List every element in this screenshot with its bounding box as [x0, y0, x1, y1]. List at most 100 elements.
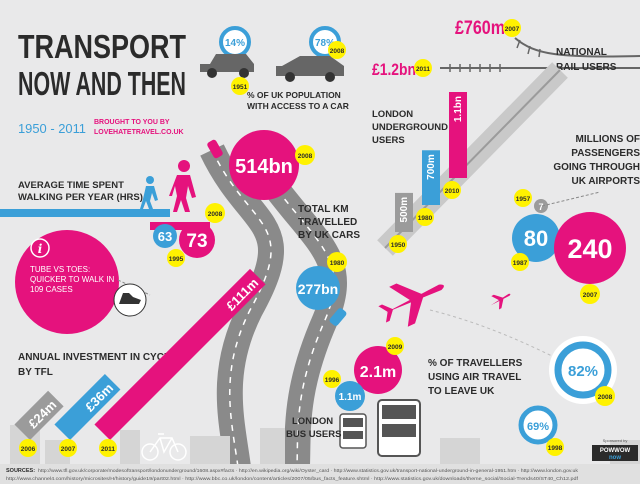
rail-label-line2: RAIL USERS	[556, 62, 617, 73]
airports-label-line3: GOING THROUGH	[553, 162, 640, 173]
airports-2007-circle	[554, 212, 626, 284]
new-car-icon	[276, 56, 344, 76]
walking-label-line2: WALKING PER YEAR (HRS)	[18, 192, 143, 203]
air-travel-1998-year: 1998	[548, 445, 563, 452]
car-access-label-line2: WITH ACCESS TO A CAR	[247, 101, 349, 111]
underground-year-1950: 1950	[391, 242, 406, 249]
cycling-bar-2011	[94, 268, 266, 440]
footer: SOURCES: http://www.tfl.gov.uk/corporate…	[0, 438, 640, 484]
tube-tip-circle	[15, 230, 119, 334]
air-travel-2008-value: 82%	[568, 363, 598, 380]
tube-tip-line2: QUICKER TO WALK IN	[30, 275, 115, 284]
car-km-1980-value: 277bn	[298, 281, 338, 297]
rail-section: £760m 2007 £1.2bn 2011 NATIONAL RAIL USE…	[372, 18, 640, 79]
rail-2007-year: 2007	[505, 26, 520, 33]
sources-label: SOURCES:	[6, 468, 35, 474]
air-route	[429, 309, 561, 361]
flight-path	[541, 191, 601, 207]
air-travel-2008-year: 2008	[598, 394, 613, 401]
bus-2009-circle	[354, 346, 402, 394]
rail-track-icon	[514, 37, 640, 58]
air-travel-label-line2: USING AIR TRAVEL	[428, 372, 521, 383]
rail-2007-value: £760m	[455, 18, 505, 39]
underground-bar-1980	[422, 150, 440, 205]
bicycle-icon	[141, 433, 187, 461]
page-title-line1: TRANSPORT	[18, 28, 186, 65]
underground-bar-label-2010: 1.1bn	[453, 96, 464, 122]
airports-2007-value: 240	[567, 234, 612, 264]
cycling-label-line1: ANNUAL INVESTMENT IN CYCLING	[18, 352, 188, 363]
credit-line1: BROUGHT TO YOU BY	[94, 119, 170, 126]
walking-section: AVERAGE TIME SPENT WALKING PER YEAR (HRS…	[0, 160, 225, 267]
underground-year-1980: 1980	[418, 215, 433, 222]
car-access-2008-value: 78%	[315, 38, 335, 49]
underground-bar-1950	[395, 192, 413, 232]
bus-section: 2.1m 2009 1.1m 1996 LONDON BUS USERS	[286, 337, 421, 457]
rail-2011-year: 2011	[416, 66, 430, 73]
old-car-icon	[200, 54, 254, 72]
airports-1957-circle	[534, 199, 548, 213]
tube-tip-line3: 109 CASES	[30, 285, 73, 294]
info-icon	[30, 238, 50, 258]
underground-bars: 500m 1950 700m 1980 1.1bn 2010	[389, 92, 467, 253]
airports-label-line4: UK AIRPORTS	[571, 176, 640, 187]
underground-label-line1: LONDON	[372, 109, 413, 120]
car-km-label-line1: TOTAL KM	[298, 204, 349, 215]
walking-1995-circle	[153, 224, 177, 248]
bus-large-icon	[377, 399, 421, 457]
years-range: 1950 - 2011	[18, 121, 86, 136]
year-badge	[19, 439, 37, 457]
car-km-label-line2: TRAVELLED	[298, 217, 357, 228]
year-badge	[59, 439, 77, 457]
underground-label-line3: USERS	[372, 135, 405, 146]
bus-1996-value: 1.1m	[339, 392, 362, 403]
airports-1987-value: 80	[524, 226, 548, 251]
bus-small-icon	[339, 413, 367, 449]
sources-line2: http://www.channel4.com/history/microsit…	[6, 476, 579, 481]
year-badge	[99, 439, 117, 457]
roads	[200, 139, 347, 484]
cycling-year-2006: 2006	[21, 446, 36, 453]
air-travel-2008-ring	[554, 341, 612, 399]
badge-line2: now	[609, 455, 621, 461]
air-travel-label-line1: % OF TRAVELLERS	[428, 358, 523, 369]
underground-year-2010: 2010	[445, 188, 460, 195]
walking-1995-year: 1995	[169, 256, 184, 263]
walking-label-line1: AVERAGE TIME SPENT	[18, 180, 124, 191]
walking-1995-value: 63	[158, 229, 172, 244]
air-travel-1998-ring	[518, 405, 558, 445]
airports-1957-year: 1957	[516, 196, 531, 203]
underground-bar-label-1950: 500m	[399, 197, 410, 223]
header: TRANSPORT NOW AND THEN 1950 - 2011 BROUG…	[18, 28, 186, 136]
cycling-year-2011: 2011	[101, 446, 115, 453]
year-badge	[389, 235, 407, 253]
year-badge	[443, 181, 461, 199]
airports-label-line1: MILLIONS OF	[576, 134, 640, 145]
rail-label-line1: NATIONAL	[556, 47, 607, 58]
badge-top: Sponsored by	[603, 438, 628, 443]
air-travel-section: % OF TRAVELLERS USING AIR TRAVEL TO LEAV…	[428, 336, 617, 456]
bus-label-line1: LONDON	[292, 416, 333, 427]
cycling-year-2007: 2007	[61, 446, 76, 453]
bus-2009-value: 2.1m	[360, 364, 396, 381]
cycling-label-line2: BY TFL	[18, 367, 53, 378]
airports-section: MILLIONS OF PASSENGERS GOING THROUGH UK …	[511, 134, 640, 304]
walking-2008-value: 73	[186, 231, 207, 252]
pink-car-icon	[207, 139, 223, 159]
bus-1996-year: 1996	[325, 377, 340, 384]
airports-label-line2: PASSENGERS	[571, 148, 640, 159]
powwow-badge: Sponsored by POWWOW now	[592, 438, 638, 461]
sources-line1: http://www.tfl.gov.uk/corporate/modesoft…	[38, 468, 579, 473]
shoe-icon	[119, 293, 141, 304]
car-access-2008-year: 2008	[330, 48, 345, 55]
rail-2011-value: £1.2bn	[372, 60, 416, 79]
underground-label-line2: UNDERGROUND	[372, 122, 448, 133]
air-travel-1998-value: 69%	[527, 421, 549, 433]
tube-tip-section: i TUBE VS TOES: QUICKER TO WALK IN 109 C…	[15, 230, 151, 334]
credit-line2: LOVEHATETRAVEL.CO.UK	[94, 129, 184, 136]
walking-2008-year: 2008	[208, 211, 223, 218]
car-access-1951-year: 1951	[233, 84, 248, 91]
underground-bar-label-1980: 700m	[426, 154, 437, 180]
